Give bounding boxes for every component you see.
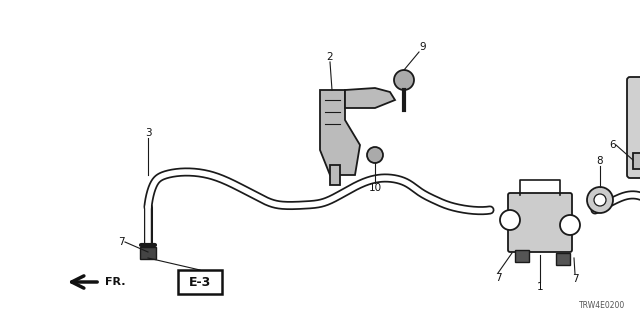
Polygon shape xyxy=(330,165,340,185)
Circle shape xyxy=(394,70,414,90)
Polygon shape xyxy=(345,88,395,108)
Bar xyxy=(178,270,222,294)
Circle shape xyxy=(594,194,606,206)
Bar xyxy=(633,153,640,169)
Text: 7: 7 xyxy=(572,274,579,284)
Circle shape xyxy=(560,215,580,235)
Circle shape xyxy=(367,147,383,163)
Text: 1: 1 xyxy=(537,282,543,292)
Text: 8: 8 xyxy=(596,156,604,166)
Text: 7: 7 xyxy=(118,237,125,247)
FancyBboxPatch shape xyxy=(508,193,572,252)
Bar xyxy=(515,250,529,262)
Text: 3: 3 xyxy=(145,128,151,138)
Text: FR.: FR. xyxy=(105,277,125,287)
Text: 6: 6 xyxy=(609,140,616,150)
FancyBboxPatch shape xyxy=(627,77,640,178)
Polygon shape xyxy=(320,90,360,175)
Text: 9: 9 xyxy=(419,42,426,52)
Bar xyxy=(140,247,156,259)
Circle shape xyxy=(587,187,613,213)
Circle shape xyxy=(500,210,520,230)
Bar xyxy=(556,253,570,265)
Text: 2: 2 xyxy=(326,52,333,62)
Text: E-3: E-3 xyxy=(189,276,211,289)
Text: TRW4E0200: TRW4E0200 xyxy=(579,301,625,310)
Text: 10: 10 xyxy=(369,183,381,193)
Text: 7: 7 xyxy=(495,273,501,283)
